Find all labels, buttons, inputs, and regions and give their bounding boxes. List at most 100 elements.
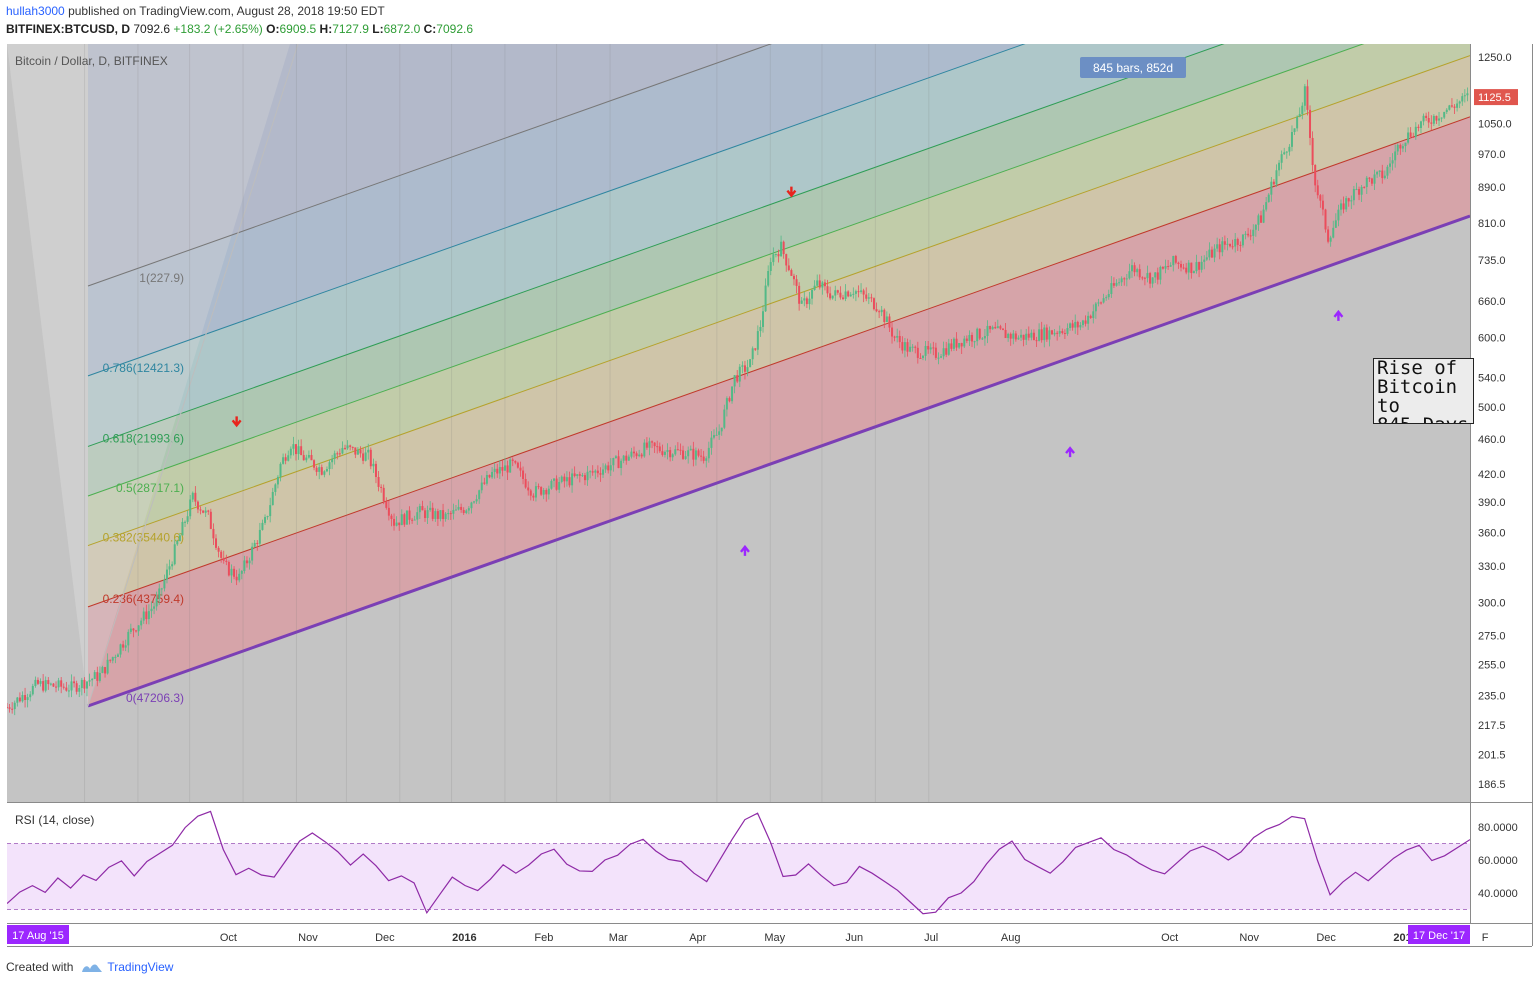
candle-body[interactable] — [1154, 272, 1157, 278]
candle-body[interactable] — [1376, 171, 1379, 175]
candle-body[interactable] — [795, 279, 798, 286]
candle-body[interactable] — [888, 316, 891, 328]
candle-body[interactable] — [558, 481, 561, 490]
candle-body[interactable] — [1017, 337, 1020, 340]
candle-body[interactable] — [1368, 177, 1371, 179]
candle-body[interactable] — [1038, 329, 1041, 341]
fib-line-2[interactable] — [87, 55, 1470, 547]
candle-body[interactable] — [1386, 166, 1389, 176]
candle-body[interactable] — [1342, 203, 1345, 210]
arrow-down-icon[interactable] — [231, 416, 242, 428]
candle-body[interactable] — [1156, 272, 1159, 280]
candle-body[interactable] — [393, 518, 396, 526]
candle-body[interactable] — [640, 454, 643, 457]
candle-body[interactable] — [1262, 209, 1265, 223]
candle-body[interactable] — [754, 348, 757, 350]
candle-body[interactable] — [39, 681, 42, 684]
candle-body[interactable] — [1466, 93, 1469, 96]
candle-body[interactable] — [1040, 329, 1043, 341]
candle-body[interactable] — [583, 475, 586, 481]
candle-body[interactable] — [782, 241, 785, 255]
candle-body[interactable] — [129, 628, 132, 632]
candle-body[interactable] — [1440, 117, 1443, 119]
candle-body[interactable] — [937, 357, 940, 359]
candle-body[interactable] — [478, 490, 481, 500]
candle-body[interactable] — [1025, 333, 1028, 340]
candle-body[interactable] — [1239, 244, 1242, 246]
candle-body[interactable] — [511, 459, 514, 461]
candle-body[interactable] — [1414, 126, 1417, 137]
candle-body[interactable] — [813, 285, 816, 290]
candle-body[interactable] — [356, 449, 359, 455]
candle-body[interactable] — [932, 347, 935, 349]
candle-body[interactable] — [364, 452, 367, 461]
candle-body[interactable] — [968, 334, 971, 341]
candle-body[interactable] — [1345, 198, 1348, 210]
candle-body[interactable] — [798, 285, 801, 304]
candle-body[interactable] — [1296, 117, 1299, 129]
candle-body[interactable] — [171, 564, 174, 567]
candle-body[interactable] — [1430, 122, 1433, 124]
fib-line-7[interactable] — [88, 0, 1470, 26]
candle-body[interactable] — [387, 507, 390, 516]
candle-body[interactable] — [687, 450, 690, 457]
candle-body[interactable] — [307, 455, 310, 458]
candle-body[interactable] — [1146, 273, 1149, 279]
candle-body[interactable] — [57, 680, 60, 688]
candle-body[interactable] — [289, 448, 292, 456]
candle-body[interactable] — [163, 579, 166, 589]
candle-body[interactable] — [1223, 241, 1226, 245]
candle-body[interactable] — [1445, 109, 1448, 112]
candle-body[interactable] — [996, 326, 999, 329]
candle-body[interactable] — [522, 470, 525, 479]
candle-body[interactable] — [514, 460, 517, 463]
candle-body[interactable] — [1280, 154, 1283, 163]
candle-body[interactable] — [1448, 105, 1451, 110]
candle-body[interactable] — [1076, 321, 1079, 328]
candle-body[interactable] — [444, 513, 447, 520]
candle-body[interactable] — [728, 398, 731, 402]
candle-body[interactable] — [971, 334, 974, 342]
candle-body[interactable] — [602, 469, 605, 475]
candle-body[interactable] — [16, 697, 19, 703]
candle-body[interactable] — [436, 511, 439, 519]
candle-body[interactable] — [542, 490, 545, 495]
candle-body[interactable] — [395, 522, 398, 526]
candle-body[interactable] — [1231, 246, 1234, 248]
candle-body[interactable] — [1265, 202, 1268, 210]
candle-body[interactable] — [599, 473, 602, 475]
candle-body[interactable] — [1404, 142, 1407, 147]
candle-body[interactable] — [1389, 163, 1392, 167]
candle-body[interactable] — [1045, 327, 1048, 340]
candle-body[interactable] — [424, 510, 426, 519]
candle-body[interactable] — [258, 529, 261, 544]
candle-body[interactable] — [1043, 327, 1046, 341]
candle-body[interactable] — [1260, 215, 1262, 223]
candle-body[interactable] — [927, 345, 930, 350]
candle-body[interactable] — [1272, 181, 1275, 185]
last-price-badge[interactable] — [1474, 89, 1518, 106]
candle-body[interactable] — [207, 510, 210, 512]
candle-body[interactable] — [921, 355, 924, 359]
candle-body[interactable] — [509, 459, 512, 473]
candle-body[interactable] — [1407, 132, 1410, 143]
candle-body[interactable] — [1048, 330, 1051, 340]
candle-body[interactable] — [29, 694, 32, 698]
candle-body[interactable] — [1164, 265, 1167, 269]
candle-body[interactable] — [1249, 235, 1252, 237]
candle-body[interactable] — [1190, 262, 1193, 274]
candle-body[interactable] — [498, 467, 501, 474]
candle-body[interactable] — [1069, 323, 1072, 329]
candle-body[interactable] — [266, 516, 269, 518]
candle-body[interactable] — [638, 454, 641, 457]
candle-body[interactable] — [1102, 298, 1105, 303]
candle-body[interactable] — [1012, 333, 1015, 339]
candle-body[interactable] — [127, 631, 130, 646]
candle-body[interactable] — [287, 455, 290, 461]
candle-body[interactable] — [630, 451, 633, 457]
candle-body[interactable] — [1285, 151, 1288, 153]
candle-body[interactable] — [563, 476, 566, 482]
candle-body[interactable] — [989, 325, 992, 330]
date-badge[interactable] — [7, 925, 69, 944]
candle-body[interactable] — [351, 446, 354, 448]
